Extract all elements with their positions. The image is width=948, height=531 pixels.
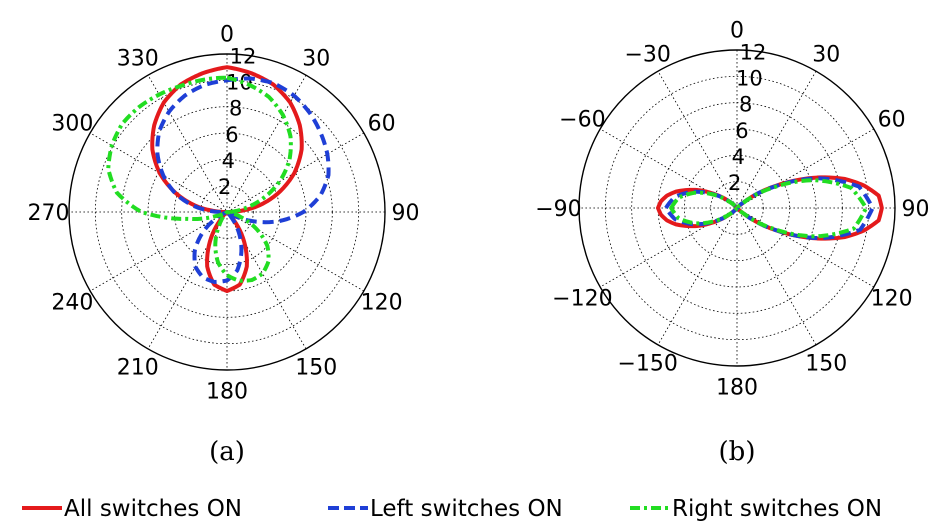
angular-tick-label: 90 [392, 201, 420, 226]
radial-tick-label: 2 [218, 175, 231, 199]
polar-chart-b: 246810120306090120150180−150−120−90−60−3… [535, 18, 929, 400]
radial-tick-label: 2 [728, 171, 741, 195]
angular-tick-label: 60 [368, 112, 396, 137]
angular-gridline [599, 128, 875, 288]
radial-tick-label: 4 [732, 145, 745, 169]
legend-item-right: Right switches ON [630, 496, 882, 522]
polar-frame [68, 53, 386, 371]
legend-label-right: Right switches ON [672, 496, 882, 522]
angular-tick-label: 330 [117, 46, 159, 71]
angular-tick-label: 120 [361, 290, 403, 315]
angular-tick-label: 30 [812, 42, 840, 67]
angular-tick-label: 150 [805, 352, 847, 377]
series-line-all-switches-on [150, 65, 304, 293]
angular-tick-label: −120 [552, 286, 612, 311]
radial-tick-label: 4 [222, 149, 235, 173]
angular-gridline [599, 128, 875, 288]
angular-tick-label: 210 [117, 356, 159, 381]
radial-tick-label: 12 [740, 41, 767, 65]
angular-tick-label: 240 [51, 290, 93, 315]
angular-gridline [147, 74, 307, 350]
angular-tick-label: 150 [295, 356, 337, 381]
angular-tick-label: 30 [302, 46, 330, 71]
radial-tick-label: 6 [225, 123, 238, 147]
series-line-right-switches-on [106, 75, 293, 283]
angular-tick-label: 300 [51, 112, 93, 137]
angular-tick-label: −60 [559, 108, 605, 133]
angular-tick-label: 270 [27, 201, 69, 226]
radial-gridline [657, 128, 817, 288]
angular-gridline [657, 70, 817, 346]
angular-gridline [147, 74, 307, 350]
series-line-left-switches-on [155, 76, 331, 285]
angular-tick-label: −30 [625, 42, 671, 67]
radial-tick-label: 6 [735, 119, 748, 143]
radial-gridline [604, 75, 870, 341]
angular-tick-label: 120 [871, 286, 913, 311]
angular-gridline [89, 132, 365, 292]
angular-tick-label: 90 [902, 197, 930, 222]
angular-tick-label: 180 [206, 380, 248, 405]
series-line-right-switches-on [669, 178, 869, 239]
legend-item-all: All switches ON [22, 496, 242, 522]
angular-gridline [89, 132, 365, 292]
radial-tick-label: 8 [229, 97, 242, 121]
angular-tick-label: −150 [618, 352, 678, 377]
radial-tick-label: 12 [230, 45, 257, 69]
legend-label-all: All switches ON [64, 496, 242, 522]
caption-a: (a) [209, 437, 245, 467]
legend-label-left: Left switches ON [370, 496, 563, 522]
caption-b: (b) [719, 437, 756, 467]
legend-item-left: Left switches ON [328, 496, 563, 522]
radial-tick-label: 10 [736, 67, 763, 91]
angular-tick-label: 60 [878, 108, 906, 133]
legend: All switches ON Left switches ON Right s… [22, 496, 882, 522]
polar-frame [578, 49, 896, 367]
radial-tick-label: 8 [739, 93, 752, 117]
angular-tick-label: 0 [730, 18, 744, 43]
angular-tick-label: −90 [535, 197, 581, 222]
angular-gridline [657, 70, 817, 346]
angular-tick-label: 0 [220, 22, 234, 47]
angular-tick-label: 180 [716, 376, 758, 401]
